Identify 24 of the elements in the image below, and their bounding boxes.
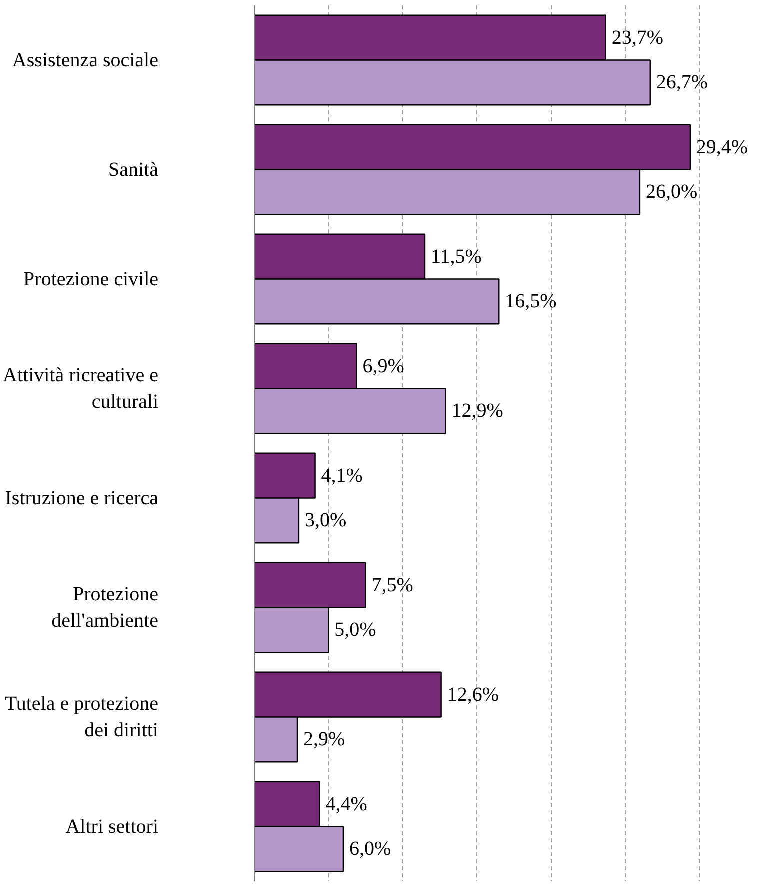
data-label: 16,5% bbox=[505, 290, 557, 313]
data-label: 23,7% bbox=[612, 26, 664, 49]
data-label: 6,9% bbox=[362, 355, 404, 378]
data-label: 12,9% bbox=[452, 400, 504, 422]
data-label: 3,0% bbox=[304, 510, 347, 532]
y-tick-label: Tutela e protezione dei diritti bbox=[4, 693, 159, 742]
data-label: 4,1% bbox=[321, 464, 363, 487]
data-label: 2,9% bbox=[303, 728, 346, 751]
y-tick-label: Assistenza sociale bbox=[12, 49, 159, 72]
data-label: 7,5% bbox=[372, 574, 414, 596]
data-label: 26,7% bbox=[656, 72, 708, 94]
y-tick-label: Protezione dell'ambiente bbox=[52, 584, 159, 632]
data-label: 12,6% bbox=[447, 684, 499, 706]
y-tick-label: Attività ricreative e culturali bbox=[3, 364, 159, 413]
y-tick-label: Sanità bbox=[108, 158, 159, 181]
data-label: 6,0% bbox=[349, 838, 392, 860]
data-label: 5,0% bbox=[334, 619, 376, 642]
y-tick-label: Altri settori bbox=[66, 816, 159, 838]
y-tick-label: Istruzione e ricerca bbox=[5, 487, 159, 510]
data-label: 29,4% bbox=[696, 136, 748, 158]
data-label: 26,0% bbox=[646, 181, 698, 204]
data-label: 4,4% bbox=[326, 793, 368, 816]
y-tick-label: Protezione civile bbox=[24, 268, 159, 290]
data-label: 11,5% bbox=[431, 246, 482, 268]
